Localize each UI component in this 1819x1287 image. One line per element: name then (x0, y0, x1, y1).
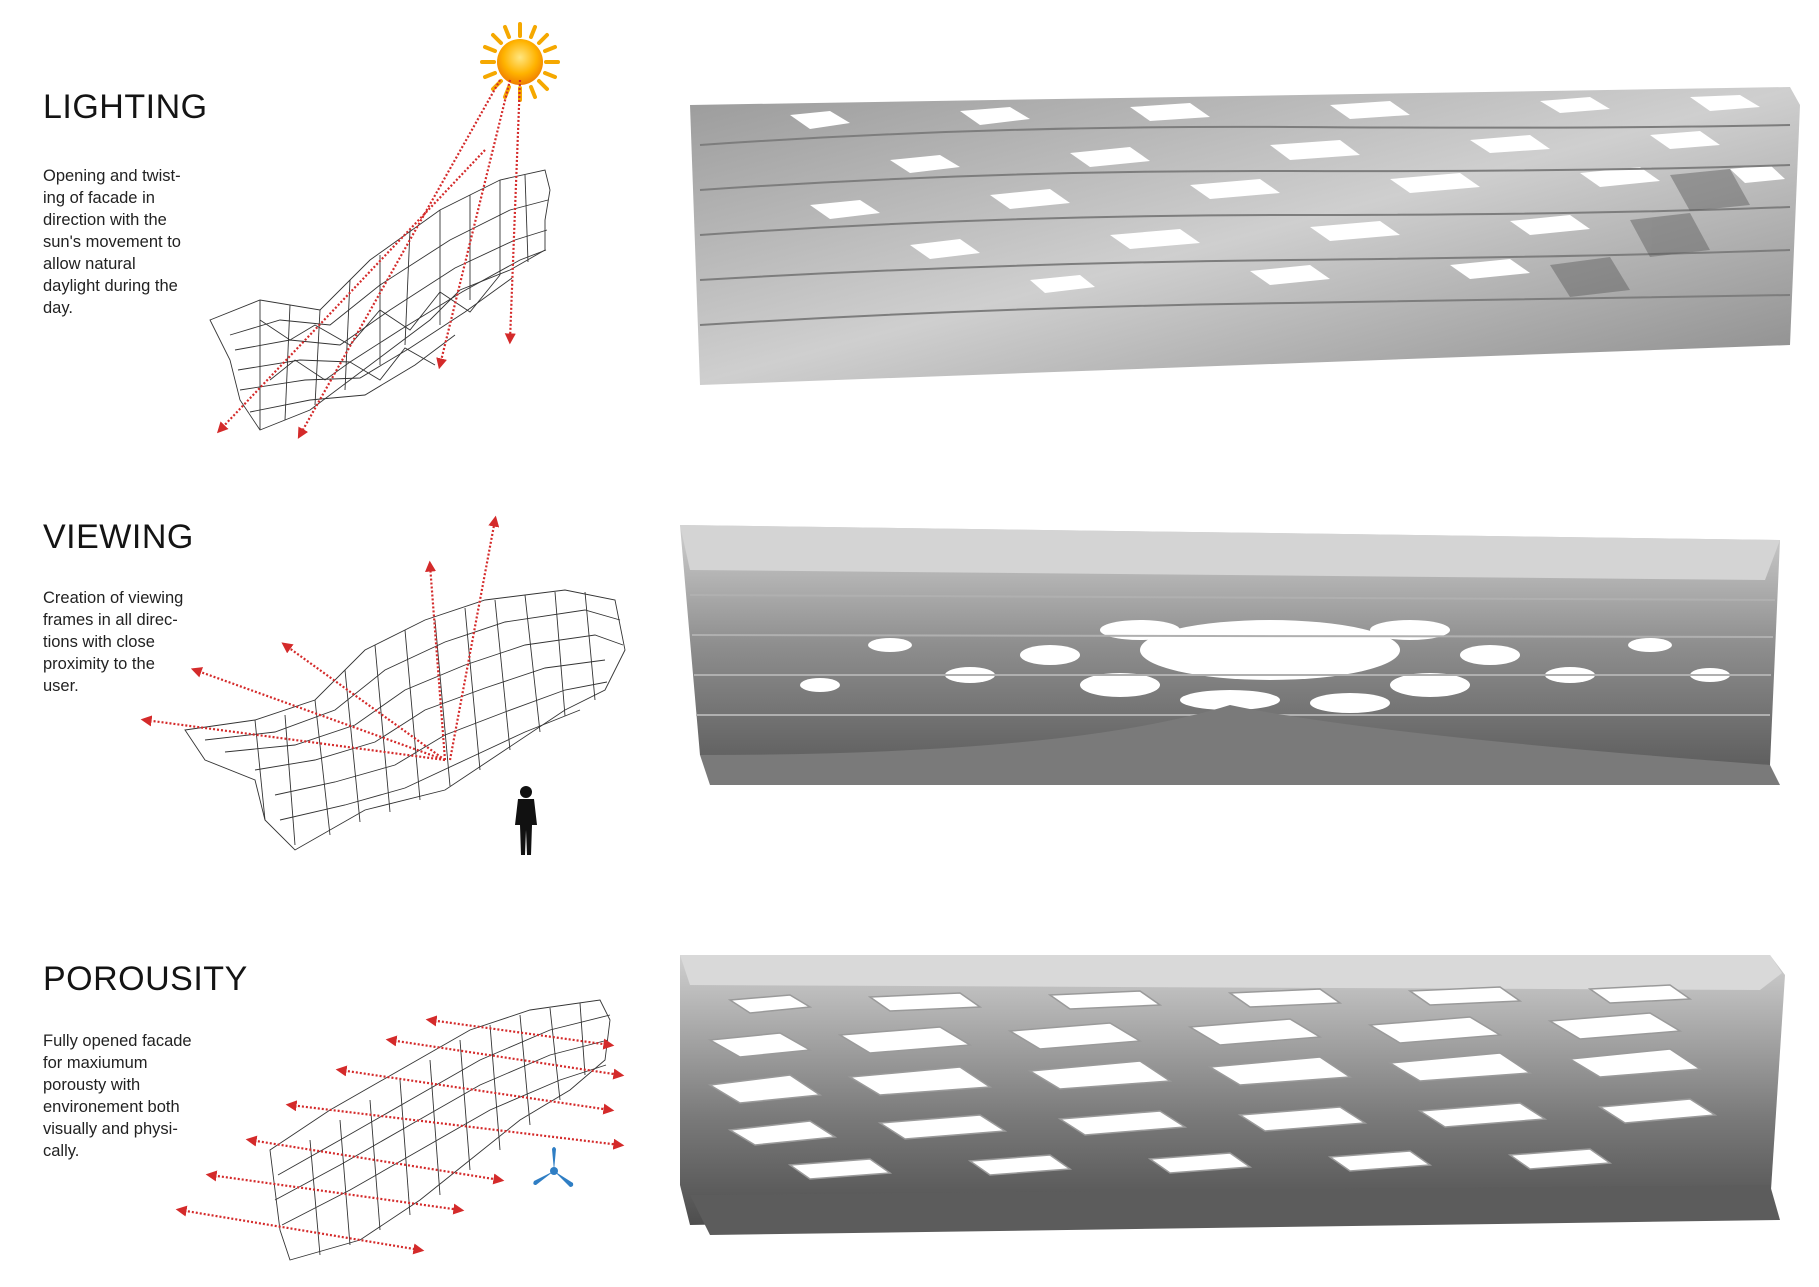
facade-render-porousity (680, 955, 1785, 1235)
section-title: POROUSITY (43, 960, 248, 998)
section-description: Fully opened facade for maxiumum poroust… (43, 1032, 192, 1160)
facade-render-viewing (680, 525, 1780, 785)
wind-turbine-icon (533, 1147, 574, 1187)
wireframe-lighting-diagram (209, 79, 551, 439)
wireframe-porousity-diagram (175, 999, 625, 1261)
section-description: Opening and twist- ing of facade in dire… (43, 167, 181, 317)
facade-render-lighting (690, 87, 1800, 385)
person-silhouette-icon (515, 786, 537, 855)
section-viewing: VIEWING Creation of viewing frames in al… (0, 430, 1819, 855)
sun-icon (480, 22, 560, 102)
section-lighting: LIGHTING Opening and twist- ing of facad… (0, 0, 1819, 439)
section-porousity: POROUSITY Fully opened facade for maxium… (0, 860, 1819, 1280)
section-title: VIEWING (43, 518, 194, 556)
section-title: LIGHTING (43, 88, 208, 126)
section-description: Creation of viewing frames in all direc-… (43, 589, 184, 695)
wireframe-viewing-diagram (140, 515, 626, 851)
